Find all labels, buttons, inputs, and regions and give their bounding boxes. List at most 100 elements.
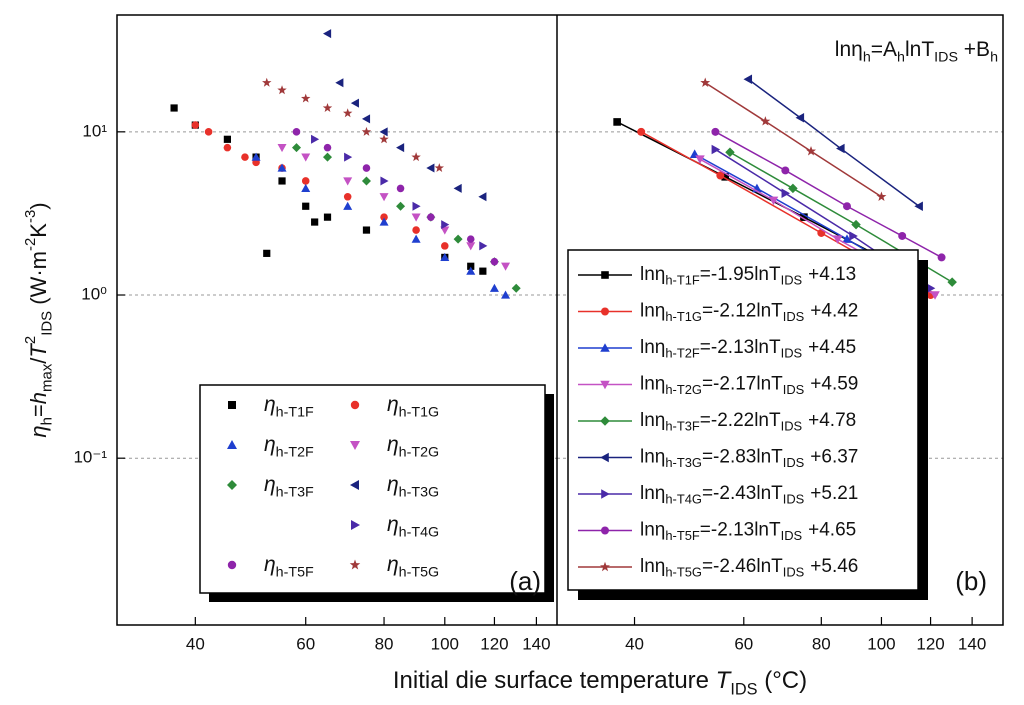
- text-part: h-T5G: [399, 564, 439, 580]
- text-part: 2: [22, 336, 39, 344]
- text-part: η: [387, 553, 399, 576]
- marker: [301, 153, 311, 162]
- marker: [466, 235, 475, 243]
- legend-label: lnηh-T5G=-2.46lnTIDS +5.46: [640, 556, 858, 580]
- text-part: h-T1F: [665, 273, 700, 288]
- text-part: +4.42: [810, 301, 858, 322]
- x-tick-label: 100: [867, 634, 895, 653]
- marker: [937, 253, 946, 262]
- text-part: h-T2F: [665, 346, 700, 361]
- text-part: lnη: [640, 520, 665, 541]
- marker: [396, 201, 406, 211]
- marker: [440, 252, 450, 262]
- marker: [743, 74, 753, 85]
- text-part: ): [26, 202, 51, 209]
- marker: [600, 452, 609, 463]
- text-part: IDS: [783, 383, 805, 398]
- marker: [842, 234, 852, 243]
- legend-label: ηh-T4G: [387, 513, 439, 541]
- plot-frame: [116, 14, 1004, 626]
- marker: [311, 218, 319, 226]
- legend-label: ηh-T3G: [387, 473, 439, 501]
- text-part: Initial die surface temperature: [393, 667, 716, 694]
- text-part: lnT: [754, 264, 781, 285]
- marker: [725, 147, 735, 157]
- text-part: =: [702, 447, 713, 468]
- marker: [302, 202, 310, 210]
- marker: [380, 176, 389, 186]
- marker: [277, 85, 287, 95]
- marker: [806, 146, 816, 156]
- marker: [301, 177, 310, 185]
- marker: [301, 183, 311, 193]
- text-part: h-T2G: [665, 383, 702, 398]
- marker: [511, 283, 521, 293]
- text-part: h: [863, 49, 871, 65]
- marker: [322, 103, 333, 112]
- legend-label: ηh-T3F: [264, 473, 314, 501]
- text-part: IDS: [783, 310, 805, 325]
- text-part: =: [26, 404, 51, 417]
- text-part: η: [387, 433, 399, 456]
- text-part: lnT: [905, 38, 934, 61]
- x-tick-label: 60: [296, 634, 315, 653]
- marker: [204, 128, 213, 136]
- text-part: -2.22: [711, 410, 754, 431]
- text-part: +4.78: [808, 410, 856, 431]
- text-part: lnη: [640, 483, 665, 504]
- marker: [351, 520, 360, 530]
- x-tick-label: 40: [186, 634, 205, 653]
- marker: [323, 152, 333, 162]
- text-part: IDS: [783, 492, 805, 507]
- text-part: h-T5F: [276, 564, 314, 580]
- text-part: max: [39, 363, 56, 392]
- marker: [849, 231, 858, 241]
- text-part: IDS: [781, 346, 803, 361]
- text-part: IDS: [783, 565, 805, 580]
- text-part: =: [702, 374, 713, 395]
- text-part: h-T1F: [276, 404, 314, 420]
- marker: [898, 231, 907, 240]
- marker: [301, 93, 311, 103]
- text-part: IDS: [39, 311, 56, 336]
- text-part: lnT: [756, 483, 783, 504]
- marker: [291, 143, 301, 153]
- text-part: lnη: [640, 410, 665, 431]
- text-part: IDS: [783, 456, 805, 471]
- marker: [914, 201, 923, 211]
- text-part: T: [26, 343, 51, 358]
- marker: [343, 177, 353, 186]
- text-part: -3: [22, 210, 39, 223]
- marker: [851, 219, 861, 230]
- text-part: η: [387, 393, 399, 416]
- text-part: IDS: [781, 419, 803, 434]
- text-part: =: [700, 264, 711, 285]
- text-part: h: [39, 417, 56, 425]
- marker: [490, 257, 499, 266]
- marker: [489, 283, 499, 292]
- legend-label: ηh-T2F: [264, 433, 314, 461]
- marker: [466, 242, 476, 251]
- marker: [170, 104, 178, 112]
- marker: [788, 183, 798, 194]
- text-part: T: [716, 667, 733, 694]
- x-tick-label: 120: [916, 634, 944, 653]
- text-part: lnT: [756, 556, 783, 577]
- text-part: lnT: [756, 301, 783, 322]
- marker: [947, 277, 957, 287]
- marker: [379, 127, 388, 137]
- text-part: -2.46: [713, 556, 756, 577]
- legend-label: lnηh-T5F=-2.13lnTIDS +4.65: [640, 520, 856, 544]
- text-part: η: [264, 433, 276, 456]
- y-tick-label: 10¹: [82, 121, 107, 140]
- marker: [323, 143, 332, 152]
- marker: [930, 291, 940, 300]
- legend-label: ηh-T5F: [264, 553, 314, 581]
- text-part: lnη: [640, 264, 665, 285]
- marker: [781, 188, 791, 199]
- marker: [362, 164, 371, 172]
- text-part: lnT: [754, 337, 781, 358]
- text-part: +5.21: [810, 483, 858, 504]
- marker: [637, 127, 646, 136]
